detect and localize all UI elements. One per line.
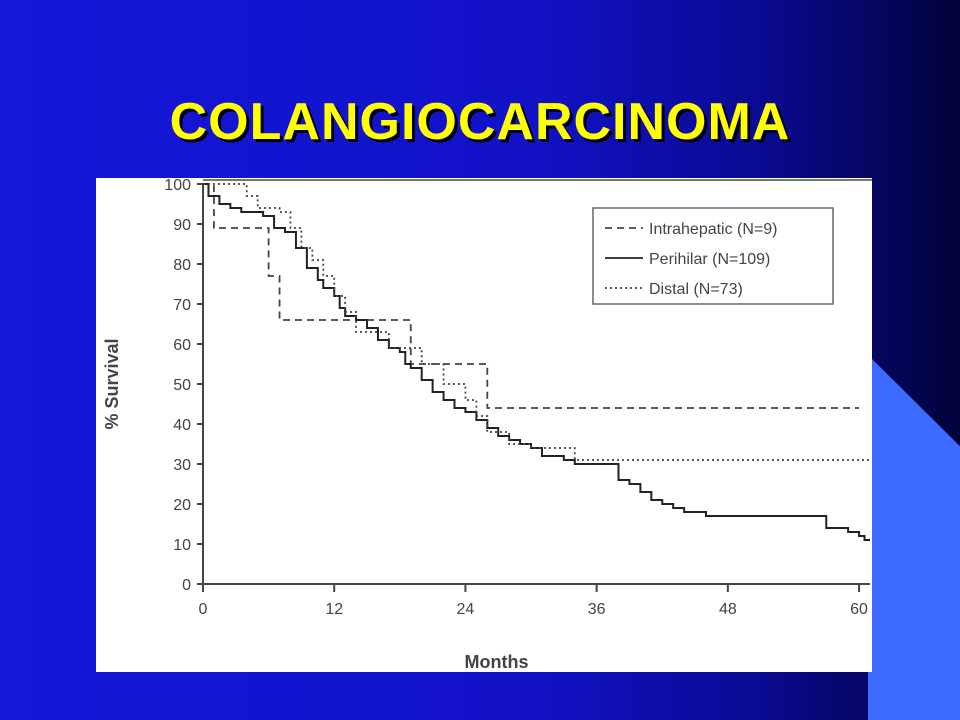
y-axis-title: % Survival <box>102 338 122 429</box>
x-tick-label: 60 <box>850 601 868 618</box>
survival-chart: 0 10 20 30 40 50 60 70 80 90 100 0 12 24 36 48 60 Intrah… <box>102 178 872 672</box>
y-tick-label: 100 <box>164 178 191 194</box>
legend-label: Distal (N=73) <box>649 281 743 298</box>
y-tick-label: 0 <box>182 577 191 594</box>
legend-label: Intrahepatic (N=9) <box>649 221 778 238</box>
x-tick-label: 12 <box>325 601 343 618</box>
chart-panel: 0 10 20 30 40 50 60 70 80 90 100 0 12 24 36 48 60 Intrah… <box>96 178 872 672</box>
x-tick-label: 24 <box>457 601 475 618</box>
series-line-1 <box>203 183 860 409</box>
x-axis-title: Months <box>465 652 529 672</box>
y-tick-label: 70 <box>173 297 191 314</box>
legend-label: Perihilar (N=109) <box>649 251 770 268</box>
chart-legend: Intrahepatic (N=9) Perihilar (N=109) Dista… <box>592 207 834 305</box>
slide-title: COLANGIOCARCINOMA <box>169 93 791 151</box>
y-tick-label: 50 <box>173 377 191 394</box>
y-tick-label: 10 <box>173 537 191 554</box>
chart-series <box>203 183 870 541</box>
x-tick-label: 0 <box>199 601 208 618</box>
y-tick-label: 60 <box>173 337 191 354</box>
y-tick-label: 40 <box>173 417 191 434</box>
y-tick-label: 80 <box>173 257 191 274</box>
decorative-shape <box>868 355 960 720</box>
series-line-2 <box>203 183 870 541</box>
chart-axes: 0 10 20 30 40 50 60 70 80 90 100 0 12 24 36 48 60 <box>164 178 872 618</box>
y-tick-label: 20 <box>173 497 191 514</box>
legend-box <box>592 207 834 305</box>
y-tick-label: 30 <box>173 457 191 474</box>
y-tick-label: 90 <box>173 217 191 234</box>
series-line-3 <box>203 183 870 461</box>
x-tick-label: 36 <box>588 601 606 618</box>
x-tick-label: 48 <box>719 601 737 618</box>
